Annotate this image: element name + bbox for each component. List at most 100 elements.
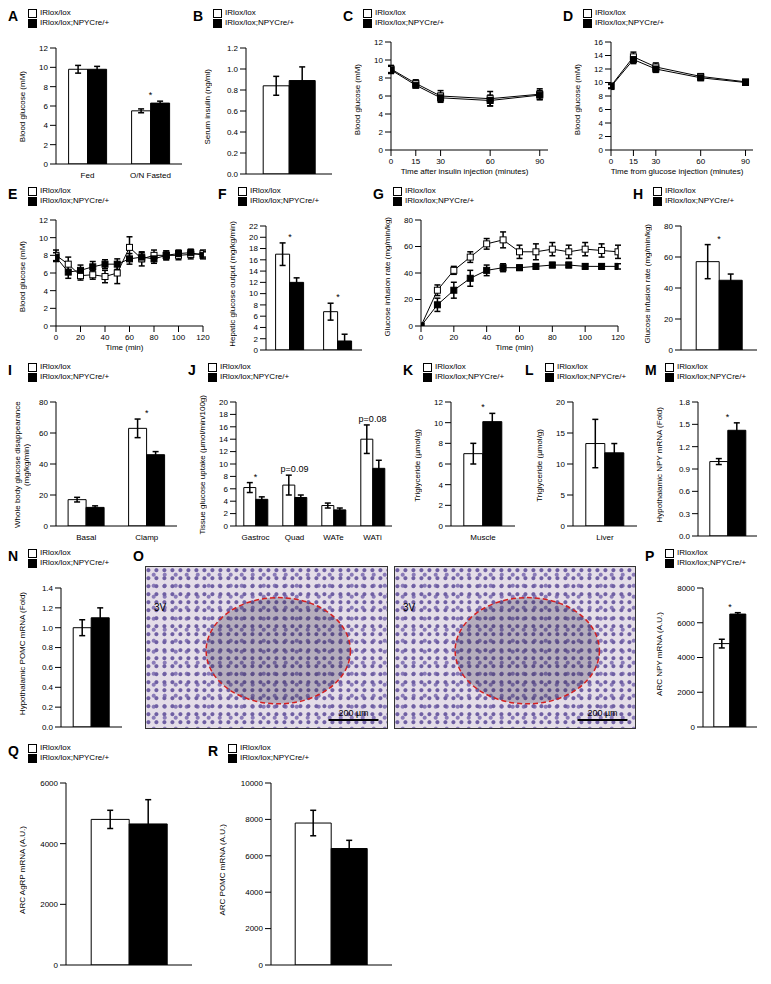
- svg-text:12: 12: [374, 38, 383, 47]
- svg-text:12: 12: [249, 278, 258, 287]
- svg-text:30: 30: [436, 157, 445, 166]
- svg-text:14: 14: [249, 267, 258, 276]
- svg-text:60: 60: [125, 333, 134, 342]
- svg-text:2000: 2000: [677, 688, 695, 697]
- svg-text:8: 8: [379, 74, 384, 83]
- svg-text:12: 12: [39, 216, 48, 225]
- svg-text:*: *: [717, 234, 721, 244]
- svg-text:80: 80: [39, 398, 48, 407]
- svg-text:10: 10: [39, 63, 48, 72]
- svg-text:40: 40: [39, 460, 48, 469]
- svg-text:40: 40: [482, 333, 491, 342]
- svg-text:16: 16: [594, 38, 603, 47]
- svg-text:0.2: 0.2: [42, 703, 54, 712]
- svg-text:120: 120: [196, 333, 210, 342]
- svg-text:0.0: 0.0: [227, 170, 239, 179]
- svg-text:Basal: Basal: [76, 533, 96, 542]
- svg-text:10: 10: [556, 460, 565, 469]
- svg-text:10: 10: [39, 234, 48, 243]
- svg-text:1.0: 1.0: [227, 65, 239, 74]
- svg-text:40: 40: [664, 284, 673, 293]
- svg-text:6000: 6000: [40, 779, 58, 788]
- svg-text:200 µm: 200 µm: [338, 708, 368, 718]
- svg-text:0.8: 0.8: [227, 86, 239, 95]
- svg-text:20: 20: [39, 491, 48, 500]
- svg-text:20: 20: [404, 295, 413, 304]
- svg-text:0: 0: [419, 333, 424, 342]
- svg-text:60: 60: [39, 429, 48, 438]
- svg-text:200 µm: 200 µm: [587, 708, 617, 718]
- svg-text:100: 100: [578, 333, 592, 342]
- svg-text:2: 2: [599, 132, 604, 141]
- svg-text:20: 20: [249, 233, 258, 242]
- svg-text:6000: 6000: [245, 852, 263, 861]
- svg-text:0.6: 0.6: [679, 487, 691, 496]
- svg-text:14: 14: [219, 435, 228, 444]
- svg-text:0: 0: [389, 157, 394, 166]
- svg-text:6: 6: [44, 102, 49, 111]
- svg-text:2: 2: [379, 128, 384, 137]
- svg-text:1.8: 1.8: [679, 398, 691, 407]
- svg-text:2: 2: [44, 304, 49, 313]
- svg-text:0: 0: [409, 322, 414, 331]
- svg-text:2: 2: [439, 501, 444, 510]
- svg-text:8: 8: [44, 251, 49, 260]
- svg-text:8: 8: [254, 301, 259, 310]
- svg-text:12: 12: [594, 65, 603, 74]
- svg-text:1.2: 1.2: [679, 443, 691, 452]
- svg-text:2000: 2000: [245, 924, 263, 933]
- svg-text:Quad: Quad: [285, 533, 305, 542]
- svg-text:80: 80: [664, 222, 673, 231]
- svg-text:4: 4: [44, 121, 49, 130]
- svg-text:2: 2: [224, 509, 229, 518]
- svg-text:0: 0: [54, 961, 59, 970]
- svg-text:10: 10: [249, 289, 258, 298]
- svg-text:3V: 3V: [403, 602, 416, 613]
- svg-text:20: 20: [449, 333, 458, 342]
- svg-text:10: 10: [374, 56, 383, 65]
- svg-text:10: 10: [594, 78, 603, 87]
- svg-text:80: 80: [548, 333, 557, 342]
- svg-text:20: 20: [664, 315, 673, 324]
- svg-text:1.0: 1.0: [42, 624, 54, 633]
- svg-text:8: 8: [599, 92, 604, 101]
- svg-text:16: 16: [249, 256, 258, 265]
- svg-text:8: 8: [439, 439, 444, 448]
- svg-text:4: 4: [599, 119, 604, 128]
- svg-text:1.2: 1.2: [227, 44, 239, 53]
- svg-text:30: 30: [651, 157, 660, 166]
- svg-text:90: 90: [535, 157, 544, 166]
- svg-text:12: 12: [219, 447, 228, 456]
- svg-text:*: *: [254, 472, 258, 482]
- svg-text:8000: 8000: [677, 584, 695, 593]
- svg-text:16: 16: [219, 423, 228, 432]
- svg-text:Clamp: Clamp: [135, 533, 159, 542]
- svg-text:0: 0: [44, 322, 49, 331]
- svg-text:60: 60: [664, 253, 673, 262]
- svg-text:90: 90: [741, 157, 750, 166]
- svg-text:40: 40: [101, 333, 110, 342]
- svg-text:0: 0: [691, 723, 696, 732]
- svg-text:0.0: 0.0: [679, 532, 691, 541]
- svg-text:0: 0: [254, 346, 259, 355]
- svg-text:p=0.08: p=0.08: [359, 414, 387, 424]
- svg-text:12: 12: [39, 44, 48, 53]
- svg-text:0.8: 0.8: [42, 643, 54, 652]
- svg-text:4000: 4000: [40, 840, 58, 849]
- svg-text:0.6: 0.6: [42, 663, 54, 672]
- svg-text:6: 6: [254, 312, 259, 321]
- svg-text:4000: 4000: [677, 653, 695, 662]
- svg-text:0: 0: [561, 522, 566, 531]
- svg-text:0.0: 0.0: [42, 723, 54, 732]
- svg-text:6: 6: [439, 460, 444, 469]
- svg-text:4: 4: [439, 481, 444, 490]
- svg-text:5: 5: [561, 491, 566, 500]
- svg-text:10: 10: [219, 460, 228, 469]
- svg-text:15: 15: [411, 157, 420, 166]
- svg-text:80: 80: [404, 216, 413, 225]
- svg-text:p=0.09: p=0.09: [281, 464, 309, 474]
- svg-text:*: *: [145, 408, 149, 418]
- svg-text:*: *: [288, 232, 292, 242]
- svg-text:WATe: WATe: [323, 533, 344, 542]
- svg-text:6000: 6000: [677, 619, 695, 628]
